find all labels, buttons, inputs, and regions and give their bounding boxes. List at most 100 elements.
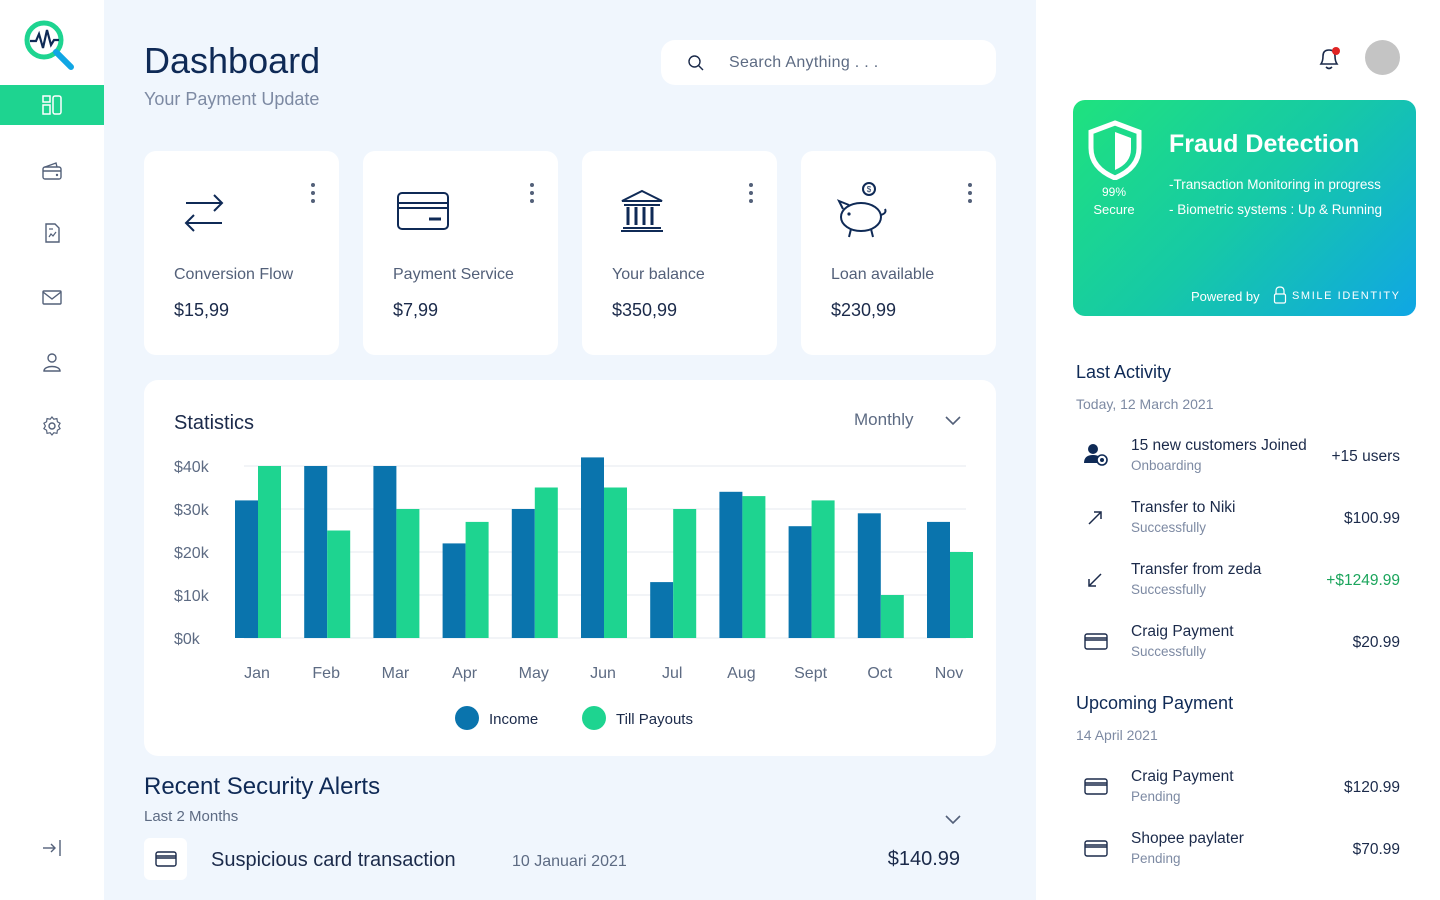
transfer-arrows-icon bbox=[184, 194, 224, 232]
search-input[interactable] bbox=[729, 53, 949, 72]
bank-icon bbox=[621, 189, 663, 232]
statistics-panel: $0k $10k $20k $30k $40k Jan Feb Mar Apr May Jun Jul… bbox=[144, 380, 996, 756]
bar-till-payouts bbox=[258, 466, 281, 638]
activity-item[interactable]: Craig Payment Successfully $20.99 bbox=[1076, 623, 1400, 667]
activity-status: Successfully bbox=[1131, 520, 1207, 535]
upcoming-title-text: Shopee paylater bbox=[1131, 830, 1244, 847]
right-panel: 99% Secure Fraud Detection -Transaction … bbox=[1036, 0, 1440, 900]
sidebar-item-profile[interactable] bbox=[0, 342, 104, 382]
powered-by: Powered by bbox=[1191, 289, 1260, 304]
alerts-subtitle: Last 2 Months bbox=[144, 808, 239, 825]
bar-income bbox=[373, 466, 397, 638]
credit-card-icon bbox=[1084, 840, 1108, 857]
arrow-up-right-icon bbox=[1088, 511, 1102, 525]
bar-till-payouts bbox=[880, 595, 904, 638]
bar-till-payouts bbox=[396, 509, 420, 638]
sidebar-item-dashboard[interactable] bbox=[0, 85, 104, 125]
user-icon bbox=[43, 353, 61, 372]
alert-icon-box bbox=[144, 838, 187, 880]
bar-income bbox=[719, 491, 743, 638]
sidebar-item-settings[interactable] bbox=[0, 406, 104, 446]
upcoming-title-text: Craig Payment bbox=[1131, 768, 1234, 785]
pulse-magnifier-logo[interactable] bbox=[22, 18, 78, 74]
fraud-detection-card: 99% Secure Fraud Detection -Transaction … bbox=[1073, 100, 1416, 316]
upcoming-status: Pending bbox=[1131, 789, 1181, 804]
chevron-down-icon[interactable] bbox=[944, 812, 962, 826]
credit-card-icon bbox=[397, 192, 449, 230]
card-label: Your balance bbox=[612, 266, 705, 283]
more-options-icon[interactable] bbox=[309, 181, 317, 205]
upcoming-status: Pending bbox=[1131, 851, 1181, 866]
piggy-bank-icon: $ bbox=[836, 182, 887, 238]
chevron-down-icon[interactable] bbox=[944, 413, 962, 427]
bar-till-payouts bbox=[950, 552, 973, 638]
logout-button[interactable] bbox=[0, 828, 104, 868]
card-value: $15,99 bbox=[174, 300, 230, 320]
y-tick-label: $40k bbox=[174, 459, 210, 476]
legend-swatch bbox=[455, 706, 479, 730]
card-value: $7,99 bbox=[393, 300, 439, 320]
upcoming-item[interactable]: Shopee paylater Pending $70.99 bbox=[1076, 830, 1400, 874]
credit-card-icon bbox=[1084, 633, 1108, 650]
activity-item[interactable]: Transfer from zeda Successfully +$1249.9… bbox=[1076, 561, 1400, 605]
bar-till-payouts bbox=[534, 487, 558, 638]
users-icon bbox=[1084, 444, 1108, 466]
y-tick-label: $20k bbox=[174, 545, 210, 562]
lock-icon bbox=[1273, 286, 1287, 304]
alert-amount: $140.99 bbox=[887, 848, 960, 870]
period-selector[interactable]: Monthly bbox=[854, 410, 914, 429]
search-bar[interactable] bbox=[661, 40, 996, 85]
more-options-icon[interactable] bbox=[747, 181, 755, 205]
card-loan-available[interactable]: $ Loan available $230,99 bbox=[801, 151, 996, 355]
activity-title: 15 new customers Joined bbox=[1131, 437, 1307, 454]
statistics-title: Statistics bbox=[174, 412, 255, 434]
card-conversion-flow[interactable]: Conversion Flow $15,99 bbox=[144, 151, 339, 355]
alert-row[interactable]: Suspicious card transaction 10 Januari 2… bbox=[144, 838, 964, 882]
alerts-title: Recent Security Alerts bbox=[144, 773, 381, 800]
page-title: Dashboard bbox=[144, 40, 321, 81]
fraud-status-line: -Transaction Monitoring in progress bbox=[1169, 177, 1381, 192]
gear-icon bbox=[43, 416, 61, 436]
activity-amount: $100.99 bbox=[1343, 510, 1400, 527]
x-tick-label: Feb bbox=[312, 665, 340, 682]
more-options-icon[interactable] bbox=[528, 181, 536, 205]
activity-item[interactable]: Transfer to Niki Successfully $100.99 bbox=[1076, 499, 1400, 543]
document-icon bbox=[45, 223, 60, 243]
bar-income bbox=[442, 543, 466, 638]
mail-icon bbox=[42, 290, 62, 305]
bar-income bbox=[581, 457, 604, 638]
svg-text:$: $ bbox=[867, 185, 872, 194]
sidebar-item-reports[interactable] bbox=[0, 213, 104, 253]
card-label: Payment Service bbox=[393, 266, 514, 283]
upcoming-item[interactable]: Craig Payment Pending $120.99 bbox=[1076, 768, 1400, 812]
page-subtitle: Your Payment Update bbox=[144, 89, 320, 109]
brand-name: SMILE IDENTITY bbox=[1292, 290, 1401, 302]
x-tick-label: Jun bbox=[590, 665, 616, 682]
sidebar-item-messages[interactable] bbox=[0, 277, 104, 317]
bar-income bbox=[788, 526, 812, 638]
x-tick-label: Apr bbox=[452, 665, 478, 682]
avatar[interactable] bbox=[1365, 40, 1400, 75]
card-payment-service[interactable]: Payment Service $7,99 bbox=[363, 151, 558, 355]
more-options-icon[interactable] bbox=[966, 181, 974, 205]
activity-status: Successfully bbox=[1131, 582, 1207, 597]
shield-icon bbox=[1088, 120, 1142, 180]
secure-percent: 99% bbox=[1101, 185, 1127, 199]
activity-item[interactable]: 15 new customers Joined Onboarding +15 u… bbox=[1076, 437, 1400, 481]
legend-label: Till Payouts bbox=[616, 711, 693, 728]
card-your-balance[interactable]: Your balance $350,99 bbox=[582, 151, 777, 355]
credit-card-icon bbox=[1084, 778, 1108, 795]
sidebar bbox=[0, 0, 104, 900]
x-tick-label: Sept bbox=[794, 665, 827, 682]
bar-till-payouts bbox=[465, 521, 489, 638]
x-tick-label: May bbox=[519, 665, 549, 682]
dashboard-icon bbox=[42, 95, 62, 115]
last-activity-title: Last Activity bbox=[1076, 362, 1172, 382]
card-value: $350,99 bbox=[612, 300, 678, 320]
activity-status: Onboarding bbox=[1131, 458, 1202, 473]
bell-icon[interactable] bbox=[1316, 44, 1342, 72]
legend-swatch bbox=[582, 706, 606, 730]
sidebar-item-wallet[interactable] bbox=[0, 151, 104, 191]
y-tick-label: $10k bbox=[174, 588, 210, 605]
bar-income bbox=[927, 521, 950, 638]
